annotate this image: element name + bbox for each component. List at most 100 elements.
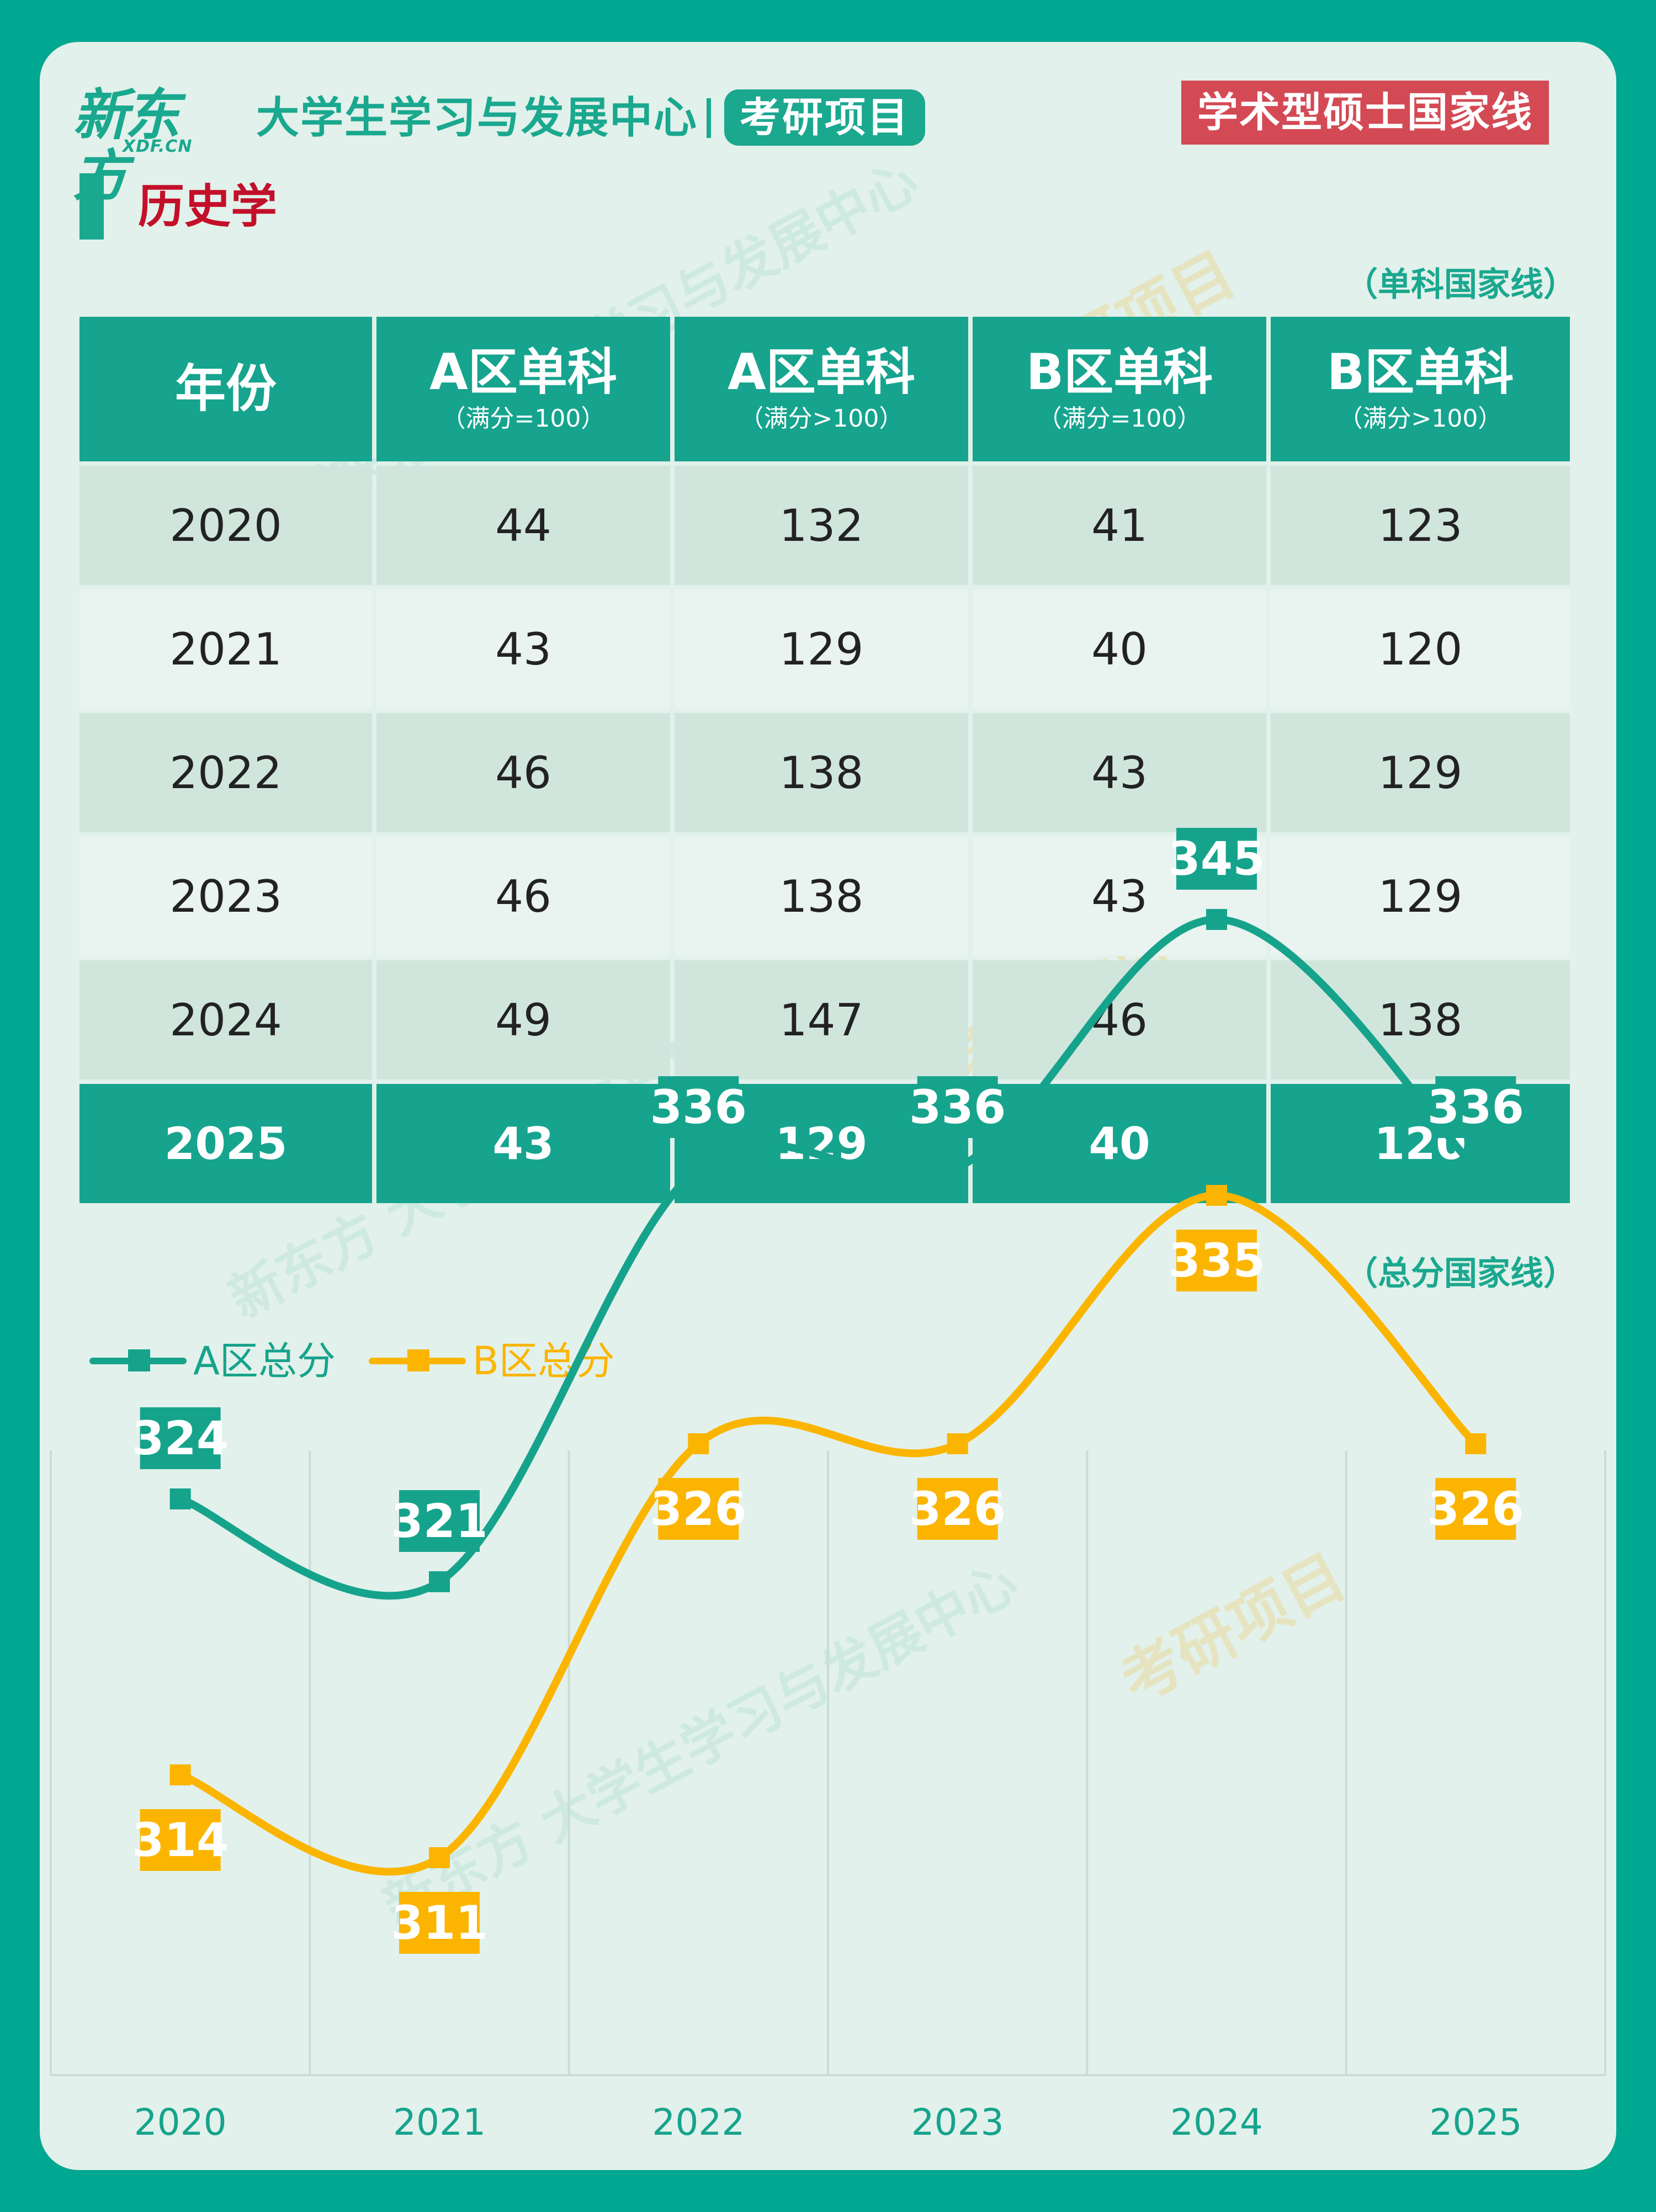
poster-card: 新东方 大学生学习与发展中心 考研项目 新东方 大学生学习与发展中心 考研项目 … (40, 42, 1616, 2170)
table-cell: 129 (1271, 713, 1570, 832)
x-tick-label: 2023 (911, 2101, 1004, 2144)
table-note: （单科国家线） (1345, 265, 1577, 304)
org-name: 大学生学习与发展中心 (256, 93, 698, 143)
data-label-box (399, 1892, 480, 1954)
point-marker-a (688, 1157, 709, 1178)
table-cell: 123 (1271, 466, 1570, 585)
point-marker-b (1465, 1433, 1487, 1454)
data-label: 326 (909, 1482, 1006, 1536)
table-cell: 49 (376, 960, 670, 1080)
score-table: 年份 A区单科 （满分=100） A区单科 （满分>100） B区单科 （满分=… (79, 317, 1577, 1203)
table-cell: 44 (376, 466, 670, 585)
data-label: 326 (1427, 1482, 1524, 1536)
table-cell: 138 (675, 837, 968, 956)
point-marker-a (1206, 909, 1227, 930)
table-cell: 132 (675, 466, 968, 585)
table-cell: 2020 (79, 466, 372, 585)
data-label-box (658, 1478, 739, 1540)
table-cell: 138 (675, 713, 968, 832)
point-marker-a (947, 1157, 968, 1178)
table-cell: 2022 (79, 713, 372, 832)
legend-swatch-b (368, 1349, 466, 1371)
table-row-highlight: 2025 43 129 40 120 (79, 1084, 1577, 1203)
table-header-cell: B区单科 （满分=100） (973, 317, 1266, 461)
legend-label-b: B区总分 (472, 1338, 615, 1384)
x-tick-label: 2025 (1429, 2101, 1522, 2144)
x-tick-label: 2022 (652, 2101, 745, 2144)
table-cell: 40 (973, 589, 1266, 709)
table-row: 2020 44 132 41 123 (79, 466, 1577, 585)
data-label: 326 (650, 1482, 747, 1536)
header-divider (707, 98, 711, 138)
table-row: 2024 49 147 46 138 (79, 960, 1577, 1080)
table-cell: 147 (675, 960, 968, 1080)
point-marker-a (169, 1488, 191, 1509)
subject-marker (79, 173, 104, 240)
x-tick-label: 2021 (393, 2101, 486, 2144)
project-label: 考研项目 (724, 89, 925, 146)
subject-title: 历史学 (138, 179, 278, 233)
data-label-box (140, 1407, 221, 1469)
series-line-b (176, 1192, 1480, 1876)
table-cell: 2023 (79, 837, 372, 956)
table-row: 2021 43 129 40 120 (79, 589, 1577, 709)
table-cell: 2021 (79, 589, 372, 709)
logo-subtext: XDF.CN (123, 137, 193, 156)
point-marker-b (429, 1847, 450, 1868)
data-label-box (658, 1076, 739, 1138)
table-cell: 43 (376, 1084, 670, 1203)
table-header-row: 年份 A区单科 （满分=100） A区单科 （满分>100） B区单科 （满分=… (79, 317, 1577, 461)
data-label-box (1435, 1478, 1516, 1540)
legend-swatch-a (89, 1349, 187, 1371)
category-badge: 学术型硕士国家线 (1181, 81, 1549, 145)
legend-item-b: B区总分 (368, 1333, 615, 1389)
table-cell: 43 (376, 589, 670, 709)
series-line-a (176, 916, 1480, 1600)
data-label: 324 (132, 1411, 229, 1465)
data-label-box (1176, 828, 1257, 890)
table-header-cell: 年份 (79, 317, 372, 461)
table-cell: 120 (1271, 589, 1570, 709)
data-label: 336 (909, 1080, 1006, 1134)
data-label-box (917, 1076, 998, 1138)
table-header-cell: A区单科 （满分>100） (675, 317, 968, 461)
table-cell: 2025 (79, 1084, 372, 1203)
table-cell: 41 (973, 466, 1266, 585)
point-marker-a (1465, 1157, 1487, 1178)
table-cell: 40 (973, 1084, 1266, 1203)
x-tick-label: 2024 (1170, 2101, 1263, 2144)
table-cell: 129 (1271, 837, 1570, 956)
data-label-box (1176, 1230, 1257, 1291)
data-label-box (140, 1809, 221, 1871)
data-label: 335 (1168, 1233, 1265, 1288)
data-label: 314 (132, 1813, 229, 1867)
table-cell: 129 (675, 589, 968, 709)
table-header-cell: A区单科 （满分=100） (376, 317, 670, 461)
point-marker-b (169, 1764, 191, 1785)
point-marker-b (1206, 1185, 1227, 1206)
data-label: 311 (391, 1896, 487, 1950)
x-tick-label: 2020 (134, 2101, 227, 2144)
data-label: 345 (1168, 832, 1265, 886)
point-marker-b (947, 1433, 968, 1454)
data-label-box (399, 1490, 480, 1552)
data-label-box (917, 1478, 998, 1540)
table-cell: 46 (376, 837, 670, 956)
data-label: 321 (391, 1494, 487, 1548)
legend-label-a: A区总分 (193, 1338, 336, 1384)
table-cell: 46 (973, 960, 1266, 1080)
legend-item-a: A区总分 (89, 1333, 336, 1389)
table-header-cell: B区单科 （满分>100） (1271, 317, 1570, 461)
point-marker-b (688, 1433, 709, 1454)
table-row: 2022 46 138 43 129 (79, 713, 1577, 832)
data-label: 336 (1427, 1080, 1524, 1134)
point-marker-a (429, 1571, 450, 1592)
table-cell: 2024 (79, 960, 372, 1080)
chart-legend: A区总分 B区总分 (89, 1328, 648, 1394)
data-label-box (1435, 1076, 1516, 1138)
data-label: 336 (650, 1080, 747, 1134)
chart-note: （总分国家线） (1345, 1254, 1577, 1293)
table-cell: 43 (973, 713, 1266, 832)
table-cell: 46 (376, 713, 670, 832)
